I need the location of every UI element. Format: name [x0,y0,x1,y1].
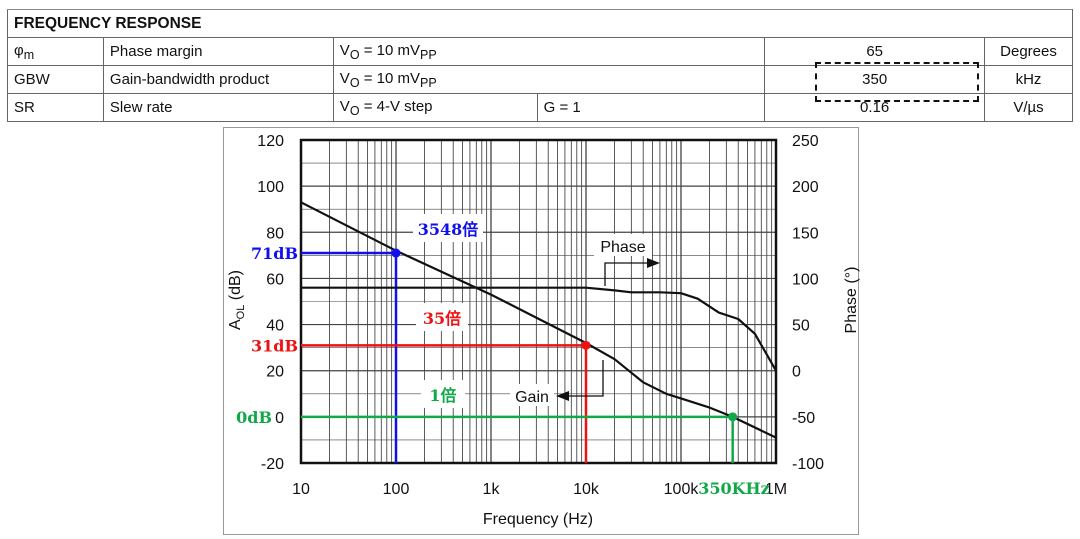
value: 350 [764,65,985,94]
y-tick-label: 100 [257,179,284,196]
x-tick-label: 10k [573,481,600,498]
unit: V/µs [984,93,1073,122]
phase-arrow-icon [647,258,660,268]
gain-series-label: Gain [515,389,549,406]
param: Slew rate [102,93,334,122]
y2-tick-label: -50 [792,410,815,427]
cond: V [339,69,350,87]
unit: kHz [984,65,1073,94]
annotation-db-label: 0dB [236,408,272,427]
annotation-ratio-label: 35倍 [423,309,461,328]
y2-tick-label: -100 [792,456,824,473]
cond-sub: O [349,75,360,90]
phase-curve [301,286,777,372]
x-tick-label: 1k [483,481,501,498]
gain-arrow-icon [556,391,569,401]
x-axis-title: Frequency (Hz) [483,511,593,528]
cond: V [339,41,350,59]
freq-label-bg [701,476,767,498]
annotation-label-bg [416,303,468,331]
annotation-ratio-label: 3548倍 [418,220,479,239]
x-tick-label: 100k [664,481,700,498]
y2-tick-label: 200 [792,179,819,196]
y-axis-title: AOL (dB) [227,270,247,330]
symbol: φ [14,41,24,59]
symbol: GBW [14,71,50,88]
y-axis-title-part: (dB) [227,270,244,305]
annotation-ratio-label: 1倍 [429,386,456,405]
y2-axis-title: Phase (°) [843,267,860,334]
table-row: SR Slew rate VO = 4-V step G = 1 0.16 V/… [7,93,1073,122]
gbw-highlight-box [815,62,979,102]
y-axis-title-part: OL [235,305,247,320]
cond2: G = 1 [536,93,766,122]
annotation-freq-label: 350KHz [698,479,770,498]
cond-sub: O [349,47,360,62]
annotation-point [391,248,401,258]
y2-tick-label: 0 [792,364,801,381]
annotation-label-bg [413,214,483,242]
param: Gain-bandwidth product [102,65,334,94]
x-tick-label: 10 [292,481,310,498]
cond: V [339,97,350,115]
cond-mid: = 10 mV [359,69,420,87]
annotation-point [728,412,738,422]
x-tick-label: 1M [765,481,787,498]
y-tick-label: 80 [266,225,284,242]
annotation-db-label: 71dB [251,244,298,263]
y2-tick-label: 250 [792,133,819,150]
y2-tick-label: 50 [792,318,810,335]
y-tick-label: 40 [266,318,284,335]
annotation-db-label: 31dB [251,336,298,355]
gain-curve [300,201,777,439]
gain-label-bg [510,384,554,406]
cond-sub2: PP [420,47,437,62]
y2-tick-label: 150 [792,225,819,242]
y-tick-label: 20 [266,364,284,381]
y2-tick-label: 100 [792,271,819,288]
symbol: SR [14,99,35,116]
annotation-point [581,340,591,350]
x-tick-label: 100 [383,481,410,498]
phase-label-bg [594,234,652,256]
table-title: FREQUENCY RESPONSE [7,9,1073,38]
y-axis-title-part: A [227,319,244,330]
cond-sub2: PP [420,75,437,90]
cond-sub: O [349,103,360,118]
cond-mid: = 4-V step [359,97,433,115]
y-tick-label: 0 [275,410,284,427]
y-tick-label: 120 [257,133,284,150]
cond-mid: = 10 mV [359,41,420,59]
symbol-sub: m [23,47,35,62]
gain-callout-line [566,360,604,397]
unit: Degrees [984,37,1073,66]
annotation-label-bg [421,380,465,408]
chart-frame [223,127,859,535]
plot-area-border [299,138,778,465]
phase-series-label: Phase [600,239,645,256]
table-row: φm Phase margin VO = 10 mVPP 65 Degrees [7,37,1073,66]
param: Phase margin [102,37,334,66]
table-row: GBW Gain-bandwidth product VO = 10 mVPP … [7,65,1073,94]
phase-callout-line [604,262,650,286]
frequency-response-table: FREQUENCY RESPONSE φm Phase margin VO = … [7,9,1073,122]
y-tick-label: 60 [266,271,284,288]
y-tick-label: -20 [261,456,284,473]
